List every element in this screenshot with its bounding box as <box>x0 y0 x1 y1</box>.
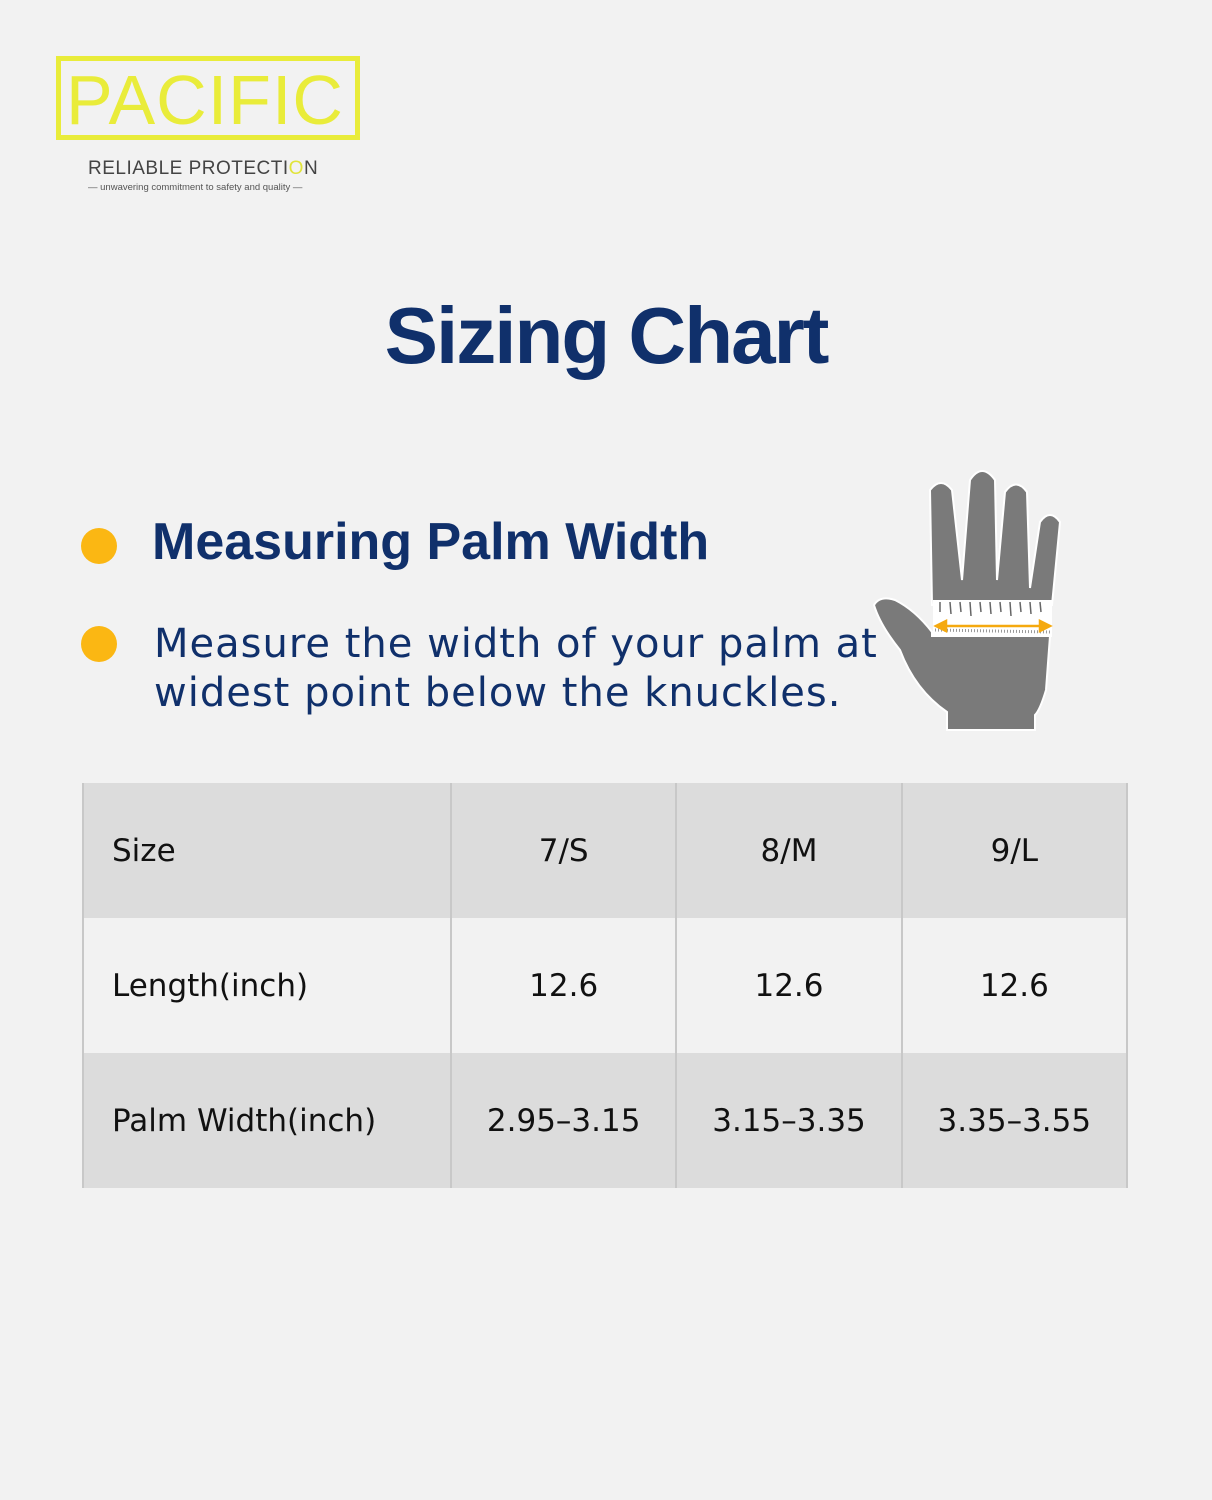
tagline-b: N <box>303 158 319 179</box>
bullet-icon <box>81 626 117 662</box>
page-title: Sizing Chart <box>384 291 830 380</box>
instruction-line: Measure the width of your palm at <box>154 621 878 667</box>
table-header-row: Size 7/S 8/M 9/L <box>82 783 1129 918</box>
instruction-line: widest point below the knuckles. <box>154 670 842 716</box>
table-cell: 3.35–3.55 <box>900 1053 1129 1188</box>
table-cell: 3.15–3.35 <box>675 1053 903 1188</box>
logo: PACIFIC <box>66 61 344 139</box>
tagline-o: O <box>288 158 304 179</box>
row-label: Palm Width(inch) <box>82 1053 452 1188</box>
hand-measure-icon <box>872 470 1062 731</box>
table-row: Palm Width(inch) 2.95–3.15 3.15–3.35 3.3… <box>82 1053 1129 1188</box>
section-heading: Measuring Palm Width <box>152 513 710 571</box>
table-cell: 12.6 <box>900 918 1129 1053</box>
tagline: RELIABLE PROTECTION <box>88 158 318 180</box>
table-row: Length(inch) 12.6 12.6 12.6 <box>82 918 1129 1053</box>
header-cell: 8/M <box>675 783 903 918</box>
tagline-a: RELIABLE PROTECTI <box>88 158 289 179</box>
table-cell: 12.6 <box>449 918 678 1053</box>
header-cell: 9/L <box>900 783 1129 918</box>
bullet-icon <box>81 528 117 564</box>
header-cell: Size <box>82 783 452 918</box>
size-table: Size 7/S 8/M 9/L Length(inch) 12.6 12.6 … <box>82 783 1129 1188</box>
row-label: Length(inch) <box>82 918 452 1053</box>
logo-frame <box>56 56 360 140</box>
subtagline: — unwavering commitment to safety and qu… <box>88 182 303 193</box>
instruction-text: Measure the width of your palm at widest … <box>154 620 878 718</box>
table-cell: 12.6 <box>675 918 903 1053</box>
table-cell: 2.95–3.15 <box>449 1053 678 1188</box>
header-cell: 7/S <box>449 783 678 918</box>
